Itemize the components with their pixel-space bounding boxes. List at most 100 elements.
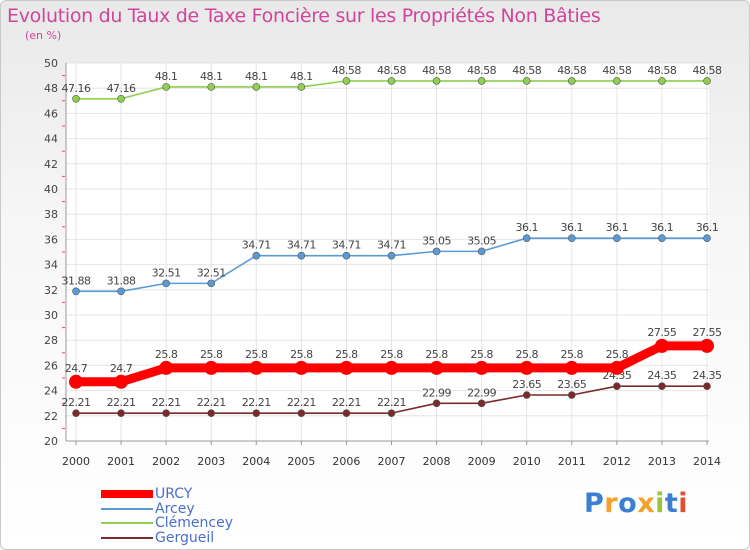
data-label-arcey: 32.51 [197,266,226,279]
data-label-clemencey: 47.16 [107,82,136,95]
x-tick-label: 2012 [603,455,631,468]
data-point-clemencey [252,83,261,91]
data-label-gergueil: 22.21 [152,396,181,409]
data-point-arcey [613,234,621,242]
y-tick-label: 36 [44,233,58,246]
x-tick-label: 2004 [242,455,270,468]
x-tick-label: 2006 [332,455,360,468]
data-point-urcy [159,360,174,375]
data-point-gergueil [117,409,125,417]
legend-label: Arcey [155,500,195,517]
data-point-urcy [294,360,309,375]
legend-label: URCY [155,486,193,503]
data-label-arcey: 35.05 [422,234,451,247]
x-tick-label: 2013 [648,455,676,468]
data-label-clemencey: 48.58 [512,64,541,77]
data-point-arcey [72,287,80,296]
x-tick-label: 2010 [513,455,541,468]
data-point-urcy [114,374,129,389]
legend-item-urcy: URCY [101,487,233,502]
logo-letter: r [604,488,619,519]
data-label-clemencey: 48.58 [467,64,496,77]
data-point-clemencey [207,83,216,91]
data-label-clemencey: 48.58 [377,64,406,77]
data-label-arcey: 36.1 [606,221,629,234]
y-tick-label: 44 [44,133,58,146]
logo-letter: o [618,488,638,519]
legend-swatch [101,507,153,510]
data-label-arcey: 35.05 [467,234,496,247]
data-point-arcey [477,247,486,256]
data-label-arcey: 36.1 [696,221,719,234]
data-label-clemencey: 48.1 [155,70,178,83]
data-label-gergueil: 24.35 [647,369,676,382]
data-point-gergueil [432,399,441,408]
data-label-gergueil: 22.99 [422,386,451,399]
data-label-urcy: 24.7 [65,362,88,375]
data-point-arcey [162,279,170,288]
legend-swatch [101,490,153,499]
data-label-arcey: 34.71 [332,239,361,252]
data-point-gergueil [342,409,351,417]
data-point-arcey [207,279,216,288]
data-label-arcey: 31.88 [62,274,91,287]
y-tick-label: 38 [44,208,58,221]
y-tick-label: 42 [44,158,58,171]
logo-letter: i [678,488,689,519]
data-point-clemencey [703,77,711,85]
data-point-clemencey [117,94,125,103]
data-point-gergueil [613,382,621,390]
legend-item-arcey: Arcey [101,502,233,517]
data-point-urcy [609,360,624,375]
data-point-urcy [564,360,579,375]
data-label-urcy: 27.55 [647,326,676,339]
proxiti-logo: Proxiti [584,488,688,519]
data-label-gergueil: 24.35 [602,369,631,382]
data-point-arcey [522,234,531,242]
data-label-urcy: 25.8 [335,348,358,361]
data-label-gergueil: 22.21 [62,396,91,409]
legend-item-clemencey: Clémencey [101,516,233,531]
y-tick-label: 20 [44,435,58,448]
data-label-gergueil: 22.99 [467,386,496,399]
logo-letter: t [664,488,679,519]
data-point-gergueil [72,409,80,417]
data-point-clemencey [432,77,441,85]
data-point-gergueil [387,409,396,417]
x-tick-label: 2005 [287,455,315,468]
data-label-urcy: 25.8 [425,348,448,361]
data-point-urcy [204,360,219,375]
data-label-urcy: 25.8 [515,348,538,361]
y-tick-label: 46 [44,107,58,120]
data-point-gergueil [703,382,711,390]
logo-letter: i [655,488,665,519]
data-point-clemencey [297,83,306,91]
data-point-urcy [429,360,444,375]
data-label-gergueil: 22.21 [287,396,316,409]
legend-swatch [101,536,153,539]
y-tick-label: 26 [44,359,58,372]
data-label-urcy: 27.55 [693,326,722,339]
logo-letter: x [637,488,656,519]
data-label-gergueil: 24.35 [693,369,722,382]
y-tick-label: 30 [44,309,58,322]
data-point-gergueil [522,391,531,399]
data-label-clemencey: 48.58 [557,64,586,77]
data-label-clemencey: 48.58 [693,64,722,77]
legend-item-gergueil: Gergueil [101,531,233,546]
data-point-arcey [703,234,711,242]
data-point-urcy [474,360,489,375]
data-label-clemencey: 48.1 [245,70,268,83]
data-point-arcey [117,287,125,296]
data-label-gergueil: 22.21 [242,396,271,409]
y-tick-label: 32 [44,284,58,297]
data-label-urcy: 25.8 [380,348,403,361]
data-label-urcy: 25.8 [561,348,584,361]
y-tick-label: 34 [44,259,58,272]
data-point-urcy [384,360,399,375]
data-point-gergueil [252,409,261,417]
data-label-gergueil: 22.21 [197,396,226,409]
data-point-arcey [297,251,306,260]
data-label-arcey: 31.88 [107,274,136,287]
x-tick-label: 2000 [62,455,90,468]
